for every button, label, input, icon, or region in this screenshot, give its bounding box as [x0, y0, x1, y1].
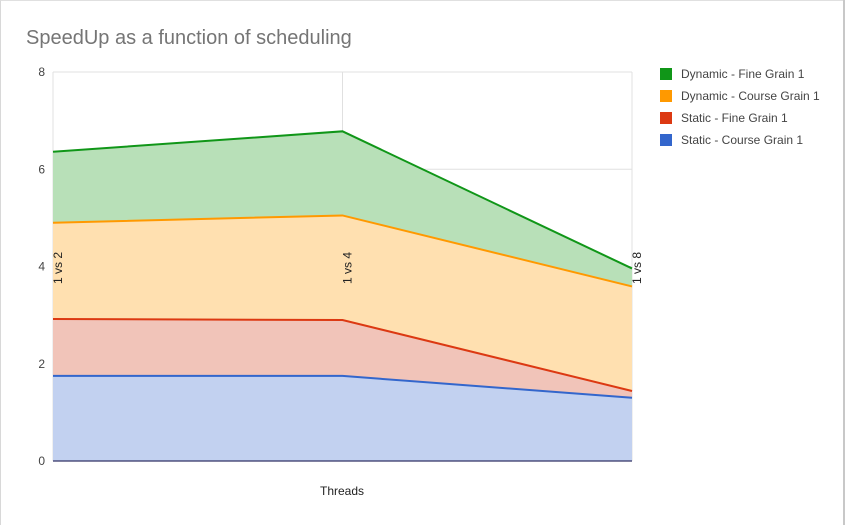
- legend-label: Static - Course Grain 1: [681, 133, 804, 147]
- line-dynamic-fine-grain-1: [52, 130, 633, 270]
- y-tick-label: 6: [38, 162, 45, 176]
- legend-swatch: [660, 90, 672, 102]
- x-axis-title: Threads: [320, 484, 364, 498]
- area-static-course-grain-1: [53, 375, 632, 461]
- x-category-label: 1 vs 2: [51, 252, 65, 284]
- x-category-label: 1 vs 4: [341, 252, 355, 284]
- legend-label: Dynamic - Course Grain 1: [681, 89, 820, 103]
- y-tick-label: 2: [38, 357, 45, 371]
- line-dynamic-course-grain-1: [52, 214, 633, 288]
- legend-swatch: [660, 134, 672, 146]
- y-tick-label: 8: [38, 65, 45, 79]
- line-static-fine-grain-1: [52, 318, 633, 392]
- legend-item[interactable]: Static - Course Grain 1: [660, 129, 820, 151]
- chart-title: SpeedUp as a function of scheduling: [26, 27, 352, 49]
- legend-swatch: [660, 112, 672, 124]
- line-static-course-grain-1: [53, 374, 633, 399]
- legend-label: Static - Fine Grain 1: [681, 111, 788, 125]
- legend-swatch: [660, 68, 672, 80]
- legend-item[interactable]: Dynamic - Course Grain 1: [660, 85, 820, 107]
- legend-label: Dynamic - Fine Grain 1: [681, 67, 805, 81]
- legend-item[interactable]: Static - Fine Grain 1: [660, 107, 820, 129]
- chart-legend: Dynamic - Fine Grain 1 Dynamic - Course G…: [660, 63, 820, 151]
- y-tick-label: 4: [38, 260, 45, 274]
- y-tick-label: 0: [38, 454, 45, 468]
- area-dynamic-fine-grain-1: [53, 131, 632, 287]
- x-category-label: 1 vs 8: [630, 252, 644, 284]
- sheet-edge: [843, 0, 845, 525]
- legend-item[interactable]: Dynamic - Fine Grain 1: [660, 63, 820, 85]
- area-dynamic-course-grain-1: [53, 215, 632, 391]
- area-static-fine-grain-1: [53, 319, 632, 398]
